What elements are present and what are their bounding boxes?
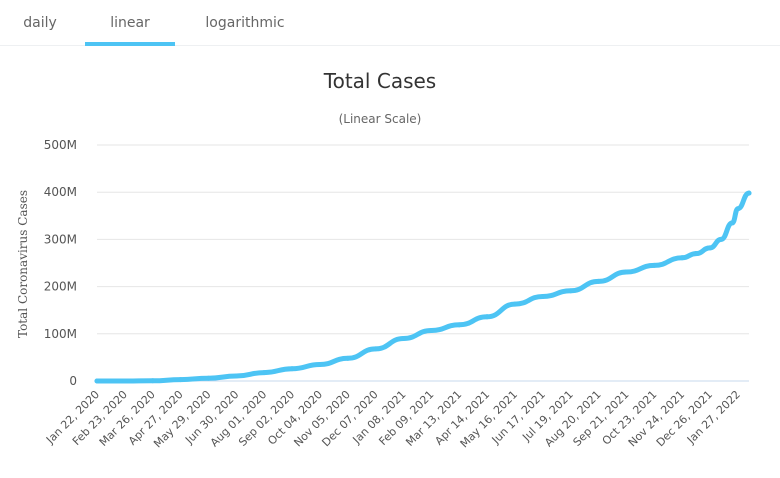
chart-subtitle: (Linear Scale) [339,112,422,126]
data-point [428,327,434,333]
data-point [261,370,267,376]
chart-title: Total Cases [323,69,436,93]
data-point [484,314,490,320]
y-tick-label: 0 [69,374,77,388]
active-tab-indicator [85,42,175,46]
data-point [540,294,546,300]
grid-lines [97,144,749,382]
data-point [178,377,184,383]
data-point [746,190,752,196]
data-point [400,336,406,342]
data-point [373,346,379,352]
series-line-total-cases [94,190,752,384]
data-point [568,288,574,294]
data-point [596,278,602,284]
data-point [150,378,156,384]
tab-daily-label: daily [23,15,57,31]
series-layer [94,190,752,384]
data-point [94,378,100,384]
y-tick-label: 300M [44,232,77,246]
data-point [735,206,741,212]
tab-logarithmic-label: logarithmic [205,15,285,31]
data-point [651,262,657,268]
y-tick-label: 400M [44,185,77,199]
tab-logarithmic[interactable]: logarithmic [190,0,300,46]
data-point [205,375,211,381]
y-tick-label: 500M [44,138,77,152]
y-tick-labels: 0 100M 200M 300M 400M 500M [44,138,77,388]
data-point [693,251,699,257]
tab-linear[interactable]: linear [85,0,175,46]
data-point [512,301,518,307]
data-point [707,245,713,251]
data-point [718,236,724,242]
view-tabs: daily linear logarithmic [0,0,780,46]
data-point [233,373,239,379]
total-cases-chart: Total Cases (Linear Scale) Total Coronav… [16,69,752,450]
y-axis-label: Total Coronavirus Cases [16,190,30,338]
data-point [623,269,629,275]
data-point [729,220,735,226]
data-point [122,378,128,384]
data-point [345,355,351,361]
data-point [317,361,323,367]
y-tick-label: 100M [44,327,77,341]
y-tick-label: 200M [44,280,77,294]
data-point [679,255,685,261]
data-point [456,322,462,328]
data-point [289,366,295,372]
tab-daily[interactable]: daily [10,0,70,46]
tab-linear-label: linear [110,15,150,31]
